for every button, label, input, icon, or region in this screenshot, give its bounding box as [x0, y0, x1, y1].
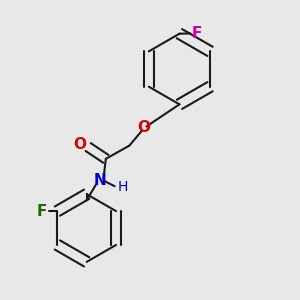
Text: N: N	[94, 173, 106, 188]
Text: F: F	[191, 26, 202, 40]
Text: F: F	[37, 204, 47, 219]
Text: O: O	[74, 136, 86, 152]
Text: O: O	[138, 120, 151, 135]
Text: H: H	[118, 180, 128, 194]
